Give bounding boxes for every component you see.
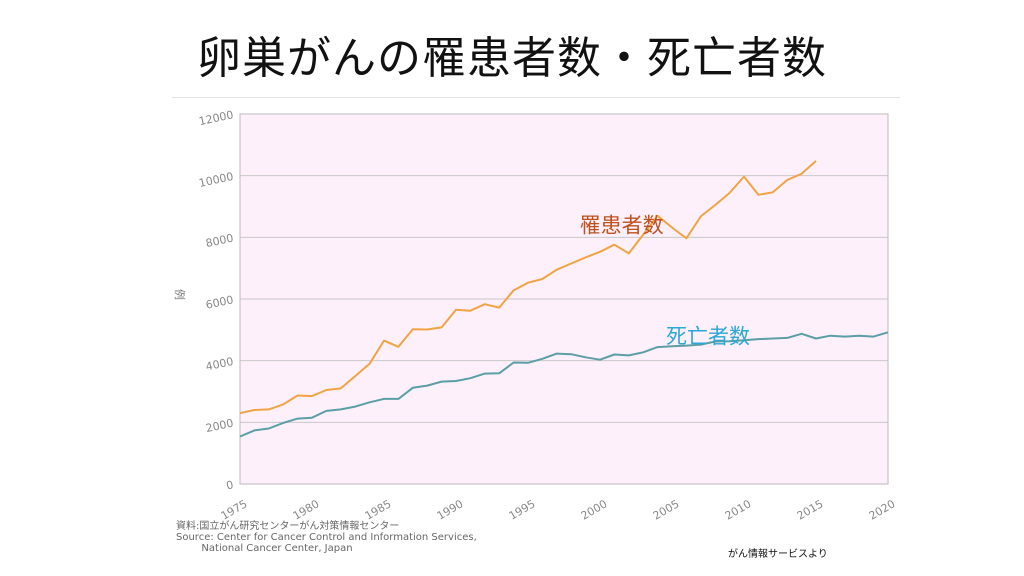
source-note: 資料:国立がん研究センターがん対策情報センター Source: Center f… <box>176 521 477 554</box>
source-line-3: National Cancer Center, Japan <box>176 543 353 554</box>
y-tick-label: 2000 <box>205 417 235 436</box>
source-line-2: Source: Center for Cancer Control and In… <box>176 532 477 543</box>
x-tick-label: 2010 <box>723 497 754 522</box>
incidence-series-label: 罹患者数 <box>580 214 664 238</box>
plot-frame <box>239 113 889 485</box>
y-tick-label: 6000 <box>205 293 235 312</box>
x-tick-label: 1995 <box>507 497 538 522</box>
mortality-line <box>239 331 889 438</box>
x-tick-label: 1980 <box>291 497 322 522</box>
y-tick-label: 12000 <box>198 108 235 128</box>
mortality-series-label: 死亡者数 <box>666 325 750 349</box>
x-tick-label: 1985 <box>363 497 394 522</box>
y-axis-title: 例 <box>173 289 187 300</box>
page-title: 卵巣がんの罹患者数・死亡者数 <box>197 33 827 84</box>
y-tick-label: 10000 <box>198 170 235 190</box>
y-tick-label: 0 <box>225 478 235 492</box>
source-line-1: 資料:国立がん研究センターがん対策情報センター <box>176 521 400 532</box>
y-tick-label: 8000 <box>205 232 235 251</box>
incidence-line <box>239 160 817 415</box>
title-divider <box>172 97 900 98</box>
x-tick-label: 2015 <box>795 497 826 522</box>
x-tick-label: 1990 <box>435 497 466 522</box>
x-tick-label: 1975 <box>219 497 250 522</box>
y-tick-label: 4000 <box>205 355 235 374</box>
x-tick-label: 2005 <box>651 497 682 522</box>
series-lines <box>239 160 889 438</box>
x-axis-ticks: 1975 1980 1985 1990 1995 2000 2005 2010 2015 2020 <box>219 497 898 522</box>
credit-text: がん情報サービスより <box>728 549 828 560</box>
x-tick-label: 2020 <box>867 497 898 522</box>
x-tick-label: 2000 <box>579 497 610 522</box>
y-axis-ticks: 0 2000 4000 6000 8000 10000 12000 <box>198 108 235 492</box>
